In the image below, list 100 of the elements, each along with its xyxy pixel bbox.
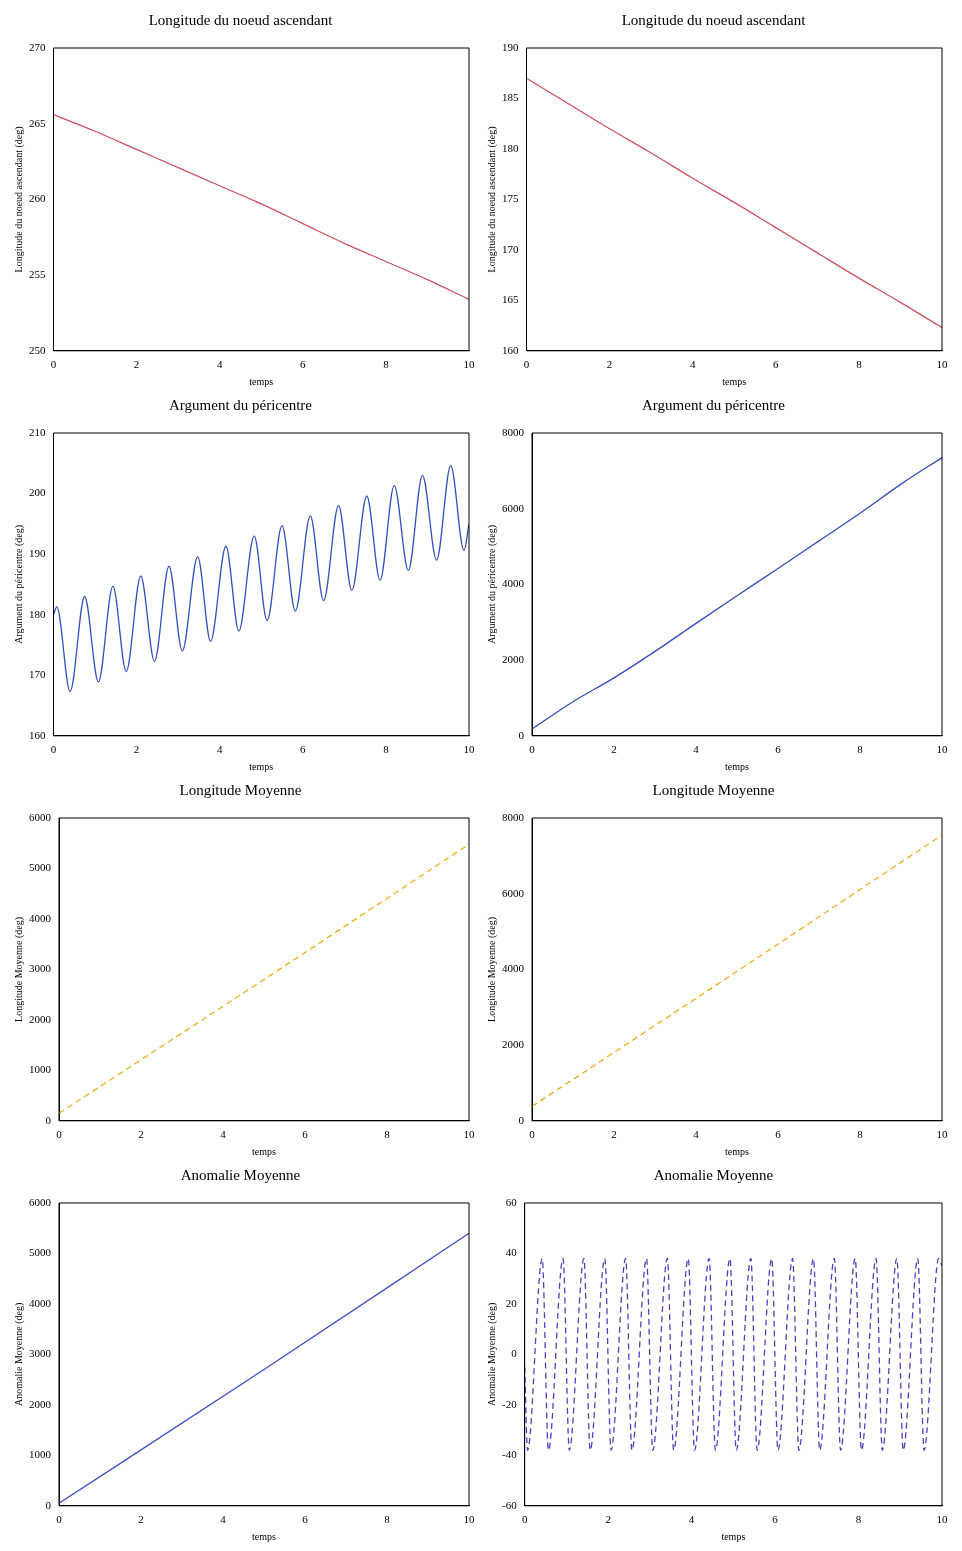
y-tick-label: 180: [29, 607, 46, 620]
y-tick-label: -20: [501, 1397, 518, 1410]
x-tick-label: 10: [936, 1513, 948, 1526]
y-tick-label: 250: [29, 343, 46, 356]
x-tick-label: 2: [133, 743, 140, 756]
x-tick-label: 6: [775, 743, 782, 756]
x-tick-label: 0: [56, 1513, 63, 1526]
y-tick-label: 0: [45, 1498, 52, 1511]
y-tick-label: 160: [29, 728, 46, 741]
x-tick-label: 10: [936, 743, 948, 756]
x-tick-label: 8: [857, 743, 864, 756]
y-tick-label: 255: [29, 267, 46, 280]
chart-title: Longitude du noeud ascendant: [148, 11, 334, 28]
y-tick-label: -60: [501, 1498, 518, 1511]
line-series: [526, 77, 942, 329]
x-tick-label: 0: [529, 1128, 536, 1141]
x-axis-title: temps: [249, 760, 274, 772]
x-tick-label: 6: [302, 1513, 309, 1526]
x-tick-label: 6: [772, 1513, 779, 1526]
x-tick-label: 6: [300, 743, 307, 756]
x-tick-label: 4: [216, 743, 223, 756]
x-tick-label: 4: [688, 1513, 695, 1526]
y-tick-label: 190: [29, 547, 46, 560]
y-tick-label: 265: [29, 116, 46, 129]
x-tick-label: 8: [384, 1513, 391, 1526]
y-tick-label: 210: [29, 425, 46, 438]
chart-title: Longitude Moyenne: [652, 781, 775, 798]
x-tick-label: 0: [56, 1128, 63, 1141]
x-axis-title: temps: [725, 760, 750, 772]
y-tick-label: 2000: [502, 652, 525, 665]
x-tick-label: 4: [689, 358, 696, 371]
x-tick-label: 2: [605, 1513, 611, 1526]
x-axis-title: temps: [721, 1530, 746, 1542]
y-tick-label: 20: [505, 1296, 518, 1309]
y-axis-title: Anomalie Moyenne (deg): [12, 1302, 25, 1407]
x-axis-title: temps: [722, 375, 747, 387]
y-tick-label: 190: [502, 40, 519, 53]
y-tick-label: 8000: [502, 810, 525, 823]
x-axis-title: temps: [249, 375, 274, 387]
x-tick-label: 6: [300, 358, 307, 371]
chart-title: Longitude du noeud ascendant: [621, 11, 807, 28]
x-tick-label: 8: [856, 358, 863, 371]
y-tick-label: 3000: [29, 1347, 52, 1360]
x-axis-title: temps: [252, 1145, 277, 1157]
y-tick-label: 4000: [29, 911, 52, 924]
y-tick-label: 4000: [29, 1296, 52, 1309]
x-tick-label: 2: [138, 1513, 144, 1526]
y-tick-label: 4000: [502, 962, 525, 975]
chart-title: Anomalie Moyenne: [653, 1166, 774, 1183]
x-tick-label: 2: [611, 1128, 617, 1141]
chart-title: Argument du péricentre: [641, 396, 786, 413]
x-axis-title: temps: [725, 1145, 750, 1157]
y-tick-label: 4000: [502, 577, 525, 590]
y-tick-label: 160: [502, 343, 519, 356]
y-tick-label: 170: [29, 668, 46, 681]
x-tick-label: 8: [855, 1513, 862, 1526]
y-axis-title: Longitude Moyenne (deg): [485, 916, 498, 1022]
x-tick-label: 8: [384, 1128, 391, 1141]
x-axis-title: temps: [252, 1530, 277, 1542]
y-tick-label: 165: [502, 293, 519, 306]
chart-title: Anomalie Moyenne: [180, 1166, 301, 1183]
x-tick-label: 10: [463, 358, 475, 371]
y-tick-label: 6000: [29, 810, 52, 823]
y-tick-label: 2000: [29, 1012, 52, 1025]
x-tick-label: 4: [693, 1128, 700, 1141]
y-tick-label: 1000: [29, 1448, 52, 1461]
y-tick-label: 0: [45, 1113, 52, 1126]
y-tick-label: 5000: [29, 861, 52, 874]
y-tick-label: 260: [29, 192, 46, 205]
line-series: [53, 465, 469, 693]
y-tick-label: 40: [505, 1246, 518, 1259]
y-tick-label: 0: [518, 728, 525, 741]
y-tick-label: 2000: [502, 1037, 525, 1050]
y-axis-title: Longitude Moyenne (deg): [12, 916, 25, 1022]
line-series: [53, 113, 469, 300]
x-tick-label: 2: [138, 1128, 144, 1141]
x-tick-label: 6: [775, 1128, 782, 1141]
x-tick-label: 8: [383, 358, 390, 371]
x-tick-label: 10: [463, 1128, 475, 1141]
chart-title: Longitude Moyenne: [179, 781, 302, 798]
chart-title: Argument du péricentre: [168, 396, 313, 413]
y-axis-title: Anomalie Moyenne (deg): [485, 1302, 498, 1407]
y-tick-label: 170: [502, 242, 519, 255]
y-axis-title: Argument du péricentre (deg): [485, 524, 498, 644]
x-tick-label: 2: [606, 358, 613, 371]
y-tick-label: 60: [505, 1195, 518, 1208]
x-tick-label: 4: [220, 1513, 227, 1526]
x-tick-label: 4: [693, 743, 700, 756]
line-series: [532, 456, 942, 730]
y-axis-title: Argument du péricentre (deg): [12, 524, 25, 644]
y-tick-label: -40: [501, 1448, 518, 1461]
y-tick-label: 0: [511, 1347, 518, 1360]
x-tick-label: 4: [220, 1128, 227, 1141]
line-series: [524, 1257, 942, 1451]
x-tick-label: 6: [302, 1128, 309, 1141]
x-tick-label: 8: [857, 1128, 864, 1141]
x-tick-label: 8: [383, 743, 390, 756]
y-tick-label: 0: [518, 1113, 525, 1126]
y-axis-title: Longitude du noeud ascendant (deg): [12, 126, 25, 273]
x-tick-label: 10: [936, 358, 948, 371]
